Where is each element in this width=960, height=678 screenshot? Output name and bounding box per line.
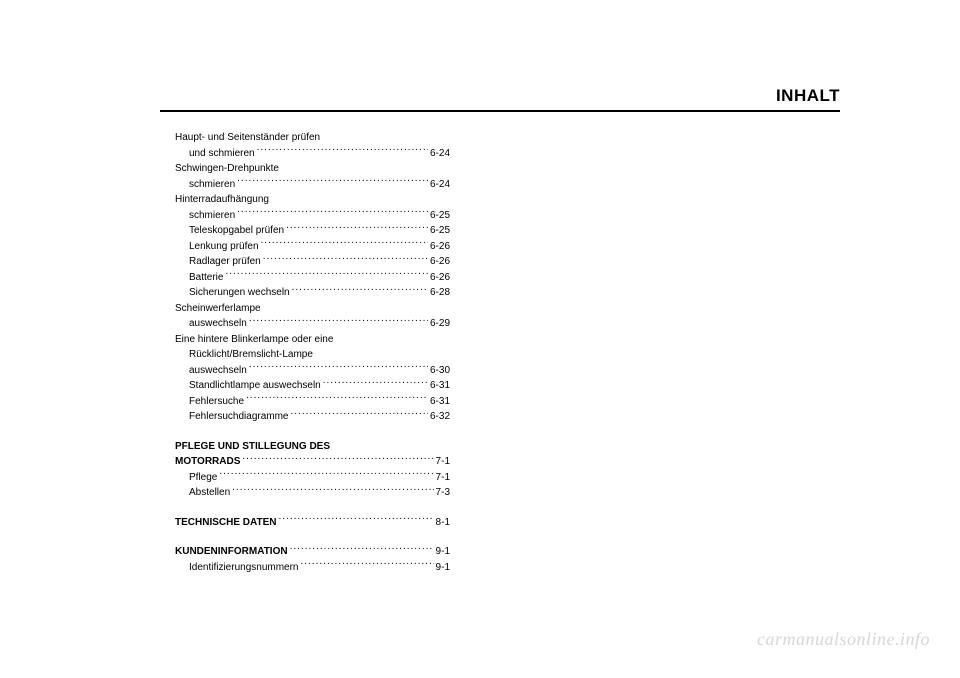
leader-dots	[257, 146, 428, 156]
toc-entry: Eine hintere Blinkerlampe oder eine Rück…	[175, 332, 450, 379]
toc-label-line: Identifizierungsnummern	[189, 560, 299, 576]
toc-entry: Teleskopgabel prüfen 6-25	[175, 223, 450, 239]
toc-page: 6-24	[430, 146, 450, 162]
toc-heading-line: MOTORRADS	[175, 454, 240, 470]
section-gap	[175, 425, 450, 439]
toc-label-line: Fehlersuchdiagramme	[189, 409, 289, 425]
toc-label-line: Scheinwerferlampe	[175, 301, 450, 317]
toc-heading: KUNDENINFORMATION 9-1	[175, 544, 450, 560]
leader-dots	[278, 515, 433, 525]
toc-page: 6-32	[430, 409, 450, 425]
toc-page: 6-25	[430, 208, 450, 224]
watermark-text: carmanualsonline.info	[757, 629, 930, 650]
leader-dots	[242, 454, 433, 464]
toc-entry: Fehlersuche 6-31	[175, 394, 450, 410]
toc-label-line: Radlager prüfen	[189, 254, 261, 270]
toc-heading-line: TECHNISCHE DATEN	[175, 515, 276, 531]
section-gap	[175, 501, 450, 515]
toc-label-line: auswechseln	[189, 316, 247, 332]
toc-page: 7-3	[436, 485, 450, 501]
leader-dots	[291, 409, 428, 419]
toc-heading: PFLEGE UND STILLEGUNG DES MOTORRADS 7-1	[175, 439, 450, 470]
page-header: INHALT	[160, 86, 840, 112]
toc-label-line: Sicherungen wechseln	[189, 285, 290, 301]
toc-page: 6-30	[430, 363, 450, 379]
toc-entry: Sicherungen wechseln 6-28	[175, 285, 450, 301]
toc-entry: Fehlersuchdiagramme 6-32	[175, 409, 450, 425]
toc-entry: Radlager prüfen 6-26	[175, 254, 450, 270]
toc-label-line: Pflege	[189, 470, 217, 486]
toc-label-line: Hinterradaufhängung	[175, 192, 450, 208]
toc-label-line: Eine hintere Blinkerlampe oder eine	[175, 332, 450, 348]
toc-label-line: Lenkung prüfen	[189, 239, 259, 255]
leader-dots	[263, 254, 428, 264]
toc-page: 6-28	[430, 285, 450, 301]
toc-label-line: Schwingen-Drehpunkte	[175, 161, 450, 177]
leader-dots	[286, 223, 428, 233]
toc-page: 6-29	[430, 316, 450, 332]
section-gap	[175, 530, 450, 544]
leader-dots	[249, 316, 428, 326]
toc-label-line: Batterie	[189, 270, 223, 286]
toc-page: 6-26	[430, 254, 450, 270]
leader-dots	[219, 470, 433, 480]
toc-section-1: Haupt- und Seitenständer prüfen und schm…	[175, 130, 450, 425]
leader-dots	[290, 544, 434, 554]
toc-page: 9-1	[436, 544, 450, 560]
toc-label-line: Teleskopgabel prüfen	[189, 223, 284, 239]
toc-label-line: Abstellen	[189, 485, 230, 501]
toc-label-line: schmieren	[189, 177, 235, 193]
leader-dots	[249, 363, 428, 373]
toc-heading: TECHNISCHE DATEN 8-1	[175, 515, 450, 531]
toc-page: 7-1	[436, 454, 450, 470]
toc-page: 6-31	[430, 394, 450, 410]
toc-entry: Pflege 7-1	[175, 470, 450, 486]
leader-dots	[323, 378, 428, 388]
leader-dots	[261, 239, 428, 249]
toc-entry: Hinterradaufhängung schmieren 6-25	[175, 192, 450, 223]
toc-page: 6-26	[430, 239, 450, 255]
leader-dots	[237, 208, 428, 218]
toc-entry: Schwingen-Drehpunkte schmieren 6-24	[175, 161, 450, 192]
toc-page: 6-25	[430, 223, 450, 239]
toc-section-4: KUNDENINFORMATION 9-1 Identifizierungsnu…	[175, 544, 450, 575]
page: INHALT Haupt- und Seitenständer prüfen u…	[0, 0, 960, 678]
toc-entry: Abstellen 7-3	[175, 485, 450, 501]
toc-column: Haupt- und Seitenständer prüfen und schm…	[175, 130, 450, 575]
leader-dots	[246, 394, 428, 404]
toc-label-line: Rücklicht/Bremslicht-Lampe	[175, 347, 450, 363]
toc-page: 6-24	[430, 177, 450, 193]
leader-dots	[225, 270, 428, 280]
toc-entry: Standlichtlampe auswechseln 6-31	[175, 378, 450, 394]
leader-dots	[292, 285, 428, 295]
leader-dots	[301, 560, 434, 570]
leader-dots	[237, 177, 428, 187]
toc-heading-line: PFLEGE UND STILLEGUNG DES	[175, 439, 450, 455]
toc-section-2: PFLEGE UND STILLEGUNG DES MOTORRADS 7-1 …	[175, 439, 450, 501]
toc-label-line: Haupt- und Seitenständer prüfen	[175, 130, 450, 146]
toc-label-line: und schmieren	[189, 146, 255, 162]
toc-entry: Scheinwerferlampe auswechseln 6-29	[175, 301, 450, 332]
toc-label-line: auswechseln	[189, 363, 247, 379]
toc-label-line: schmieren	[189, 208, 235, 224]
toc-entry: Lenkung prüfen 6-26	[175, 239, 450, 255]
toc-page: 6-26	[430, 270, 450, 286]
toc-page: 6-31	[430, 378, 450, 394]
toc-page: 7-1	[436, 470, 450, 486]
toc-heading-line: KUNDENINFORMATION	[175, 544, 288, 560]
toc-label-line: Fehlersuche	[189, 394, 244, 410]
toc-page: 8-1	[436, 515, 450, 531]
toc-page: 9-1	[436, 560, 450, 576]
toc-section-3: TECHNISCHE DATEN 8-1	[175, 515, 450, 531]
toc-entry: Batterie 6-26	[175, 270, 450, 286]
leader-dots	[232, 485, 433, 495]
toc-entry: Haupt- und Seitenständer prüfen und schm…	[175, 130, 450, 161]
toc-label-line: Standlichtlampe auswechseln	[189, 378, 321, 394]
toc-entry: Identifizierungsnummern 9-1	[175, 560, 450, 576]
page-title: INHALT	[776, 86, 840, 105]
